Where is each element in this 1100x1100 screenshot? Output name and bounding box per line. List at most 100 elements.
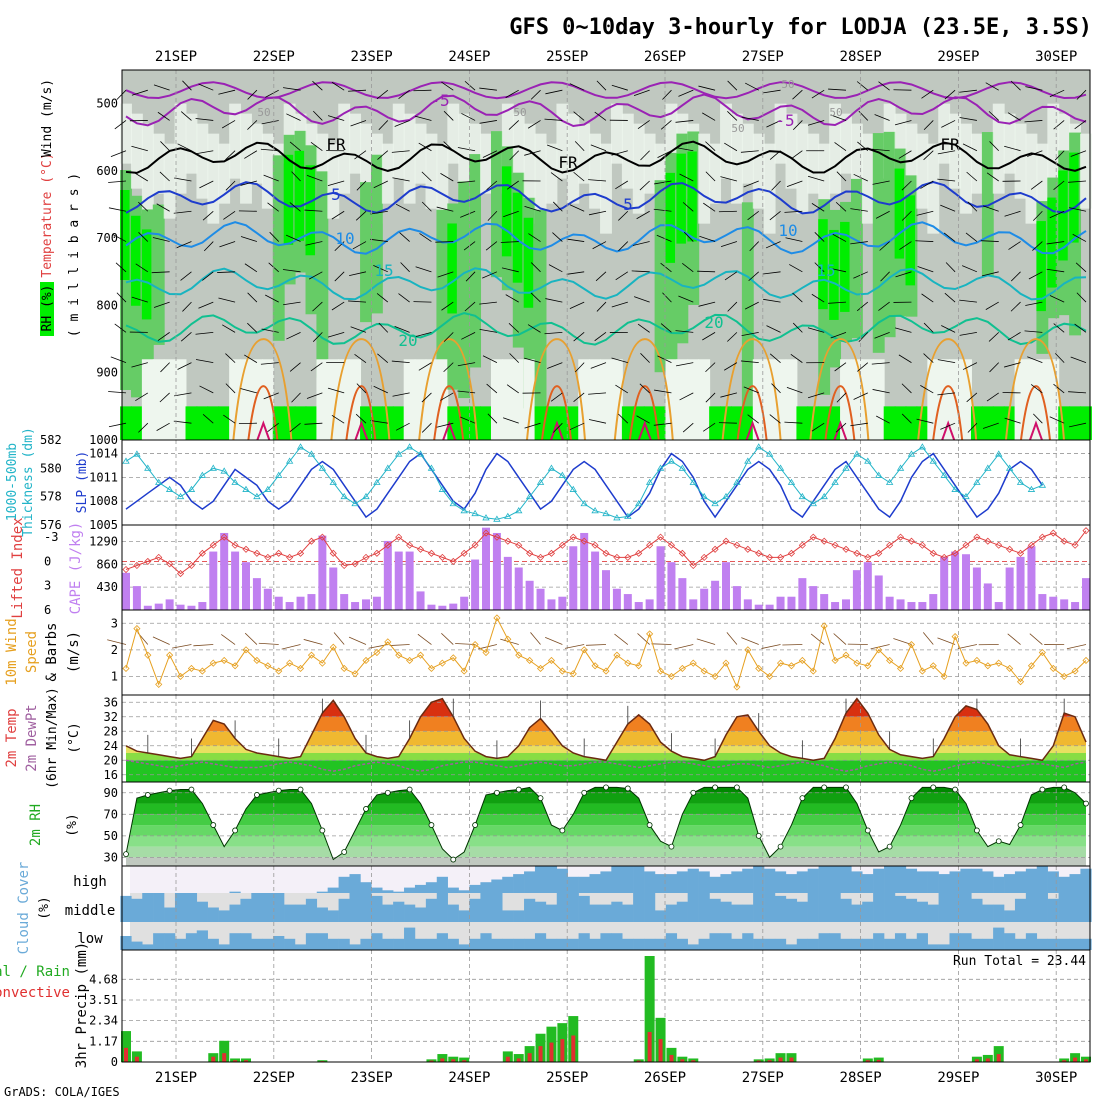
wind-barb xyxy=(743,386,759,394)
wind-barb xyxy=(836,171,847,182)
wind-barb xyxy=(457,147,476,152)
wind-barb xyxy=(920,180,934,189)
thickness-point xyxy=(395,450,403,457)
total-rain-label: Total / Rain xyxy=(0,964,70,980)
bottom-date-label: 29SEP xyxy=(937,1070,979,1086)
precip-convective-bar xyxy=(451,1059,456,1062)
cape-bar xyxy=(623,594,632,610)
isotherm-label: 50 xyxy=(513,106,526,119)
wind-barb xyxy=(269,231,280,242)
rh-point xyxy=(472,822,478,828)
cape-bar xyxy=(940,556,949,610)
wind-barb xyxy=(221,120,236,129)
wind-barb xyxy=(829,267,847,273)
wind10m-point xyxy=(1027,662,1036,670)
wind-barb xyxy=(588,179,607,182)
rh-saturated-band xyxy=(1047,197,1057,288)
precip-convective-bar xyxy=(516,1058,521,1062)
wind-barb xyxy=(503,417,519,424)
rh-point xyxy=(734,784,740,791)
wind-barb xyxy=(618,413,629,424)
wind-barb xyxy=(524,422,541,429)
wind-barb xyxy=(418,362,432,371)
isotherm-10 xyxy=(125,221,1087,255)
precip-convective-bar xyxy=(124,1047,128,1062)
wind-barb xyxy=(530,262,541,273)
rh-dry-band xyxy=(1003,113,1016,174)
rh-saturated-band xyxy=(894,168,905,259)
wind10m-barb xyxy=(172,644,192,649)
cloud-low-bar xyxy=(753,938,765,950)
thickness-point xyxy=(951,485,959,492)
cloud-low-bar xyxy=(698,938,710,950)
cape-bar xyxy=(383,540,392,610)
wind-barb xyxy=(391,360,410,364)
wind10m-point xyxy=(569,670,577,678)
rh-dry-boundary xyxy=(698,359,711,440)
wind-barb xyxy=(440,392,454,401)
wind10m-point xyxy=(842,651,850,659)
rh-point xyxy=(864,827,871,834)
wind-barb xyxy=(1027,356,1043,364)
cape-bar xyxy=(536,588,545,610)
wind-barb xyxy=(1010,80,1021,91)
wind10m-label-1: 10m Wind xyxy=(4,618,20,685)
pressure-frame xyxy=(121,439,1091,526)
rh-boundary-moist xyxy=(632,406,645,440)
rh-dry-boundary xyxy=(927,359,940,440)
wind10m-barb xyxy=(348,636,367,645)
thickness-point xyxy=(864,457,872,464)
wind-barb xyxy=(283,87,301,91)
lifted-index-point xyxy=(460,549,468,557)
cloud-middle-bar xyxy=(676,901,688,922)
cape-bar xyxy=(896,599,905,610)
rh-boundary-moist xyxy=(621,406,634,440)
wind-barb xyxy=(660,323,672,333)
lifted-index-point xyxy=(602,549,610,557)
cloud-low-bar xyxy=(938,944,950,950)
wind-barb xyxy=(657,355,672,363)
wind-barb xyxy=(202,413,214,424)
wind10m-barb xyxy=(586,644,607,646)
wind-barb xyxy=(465,271,476,282)
rh-dry-boundary xyxy=(676,359,689,440)
isotherm-label: FR xyxy=(940,135,960,154)
wind-barb xyxy=(784,210,803,213)
cloud-low-bar xyxy=(589,938,601,950)
cloud-middle-bar xyxy=(502,910,514,922)
cloud-middle-bar xyxy=(785,898,798,922)
thickness-label: 1000-500mb xyxy=(5,443,20,521)
rh-dry-boundary xyxy=(840,359,852,440)
wind-barb xyxy=(901,413,912,424)
rh-dry-boundary xyxy=(490,359,503,440)
wind-barb xyxy=(312,301,323,312)
cloud-middle-bar xyxy=(458,910,470,922)
rh-point xyxy=(668,843,675,850)
precip-total-bar xyxy=(644,956,655,1062)
wind-barb xyxy=(267,422,279,432)
wind-barb xyxy=(289,362,301,372)
lifted-index-point xyxy=(995,541,1003,549)
thickness-point xyxy=(449,499,457,507)
rh-point xyxy=(319,827,326,834)
wind-barb xyxy=(771,383,781,394)
rh-dry-band xyxy=(1047,103,1060,179)
bottom-date-label: 28SEP xyxy=(840,1070,882,1086)
cloud-low-bar xyxy=(196,930,208,950)
rh-point xyxy=(603,784,609,791)
wind-barb xyxy=(944,292,956,303)
cloud-high-bar xyxy=(556,868,568,893)
wind-barb xyxy=(1046,268,1065,273)
thickness-point xyxy=(155,478,163,485)
wind-barb xyxy=(945,262,956,273)
lifted-index-point xyxy=(940,553,948,561)
wind-barb xyxy=(937,150,956,155)
cape-bar xyxy=(438,605,447,610)
rh-dry-band xyxy=(774,103,787,164)
rh-point xyxy=(1017,822,1024,828)
wind10m-barb xyxy=(303,639,323,645)
cloud-level-label: high xyxy=(73,874,107,890)
thickness-point xyxy=(296,443,305,450)
thickness-point xyxy=(122,457,130,464)
lifted-index-point xyxy=(896,533,905,541)
